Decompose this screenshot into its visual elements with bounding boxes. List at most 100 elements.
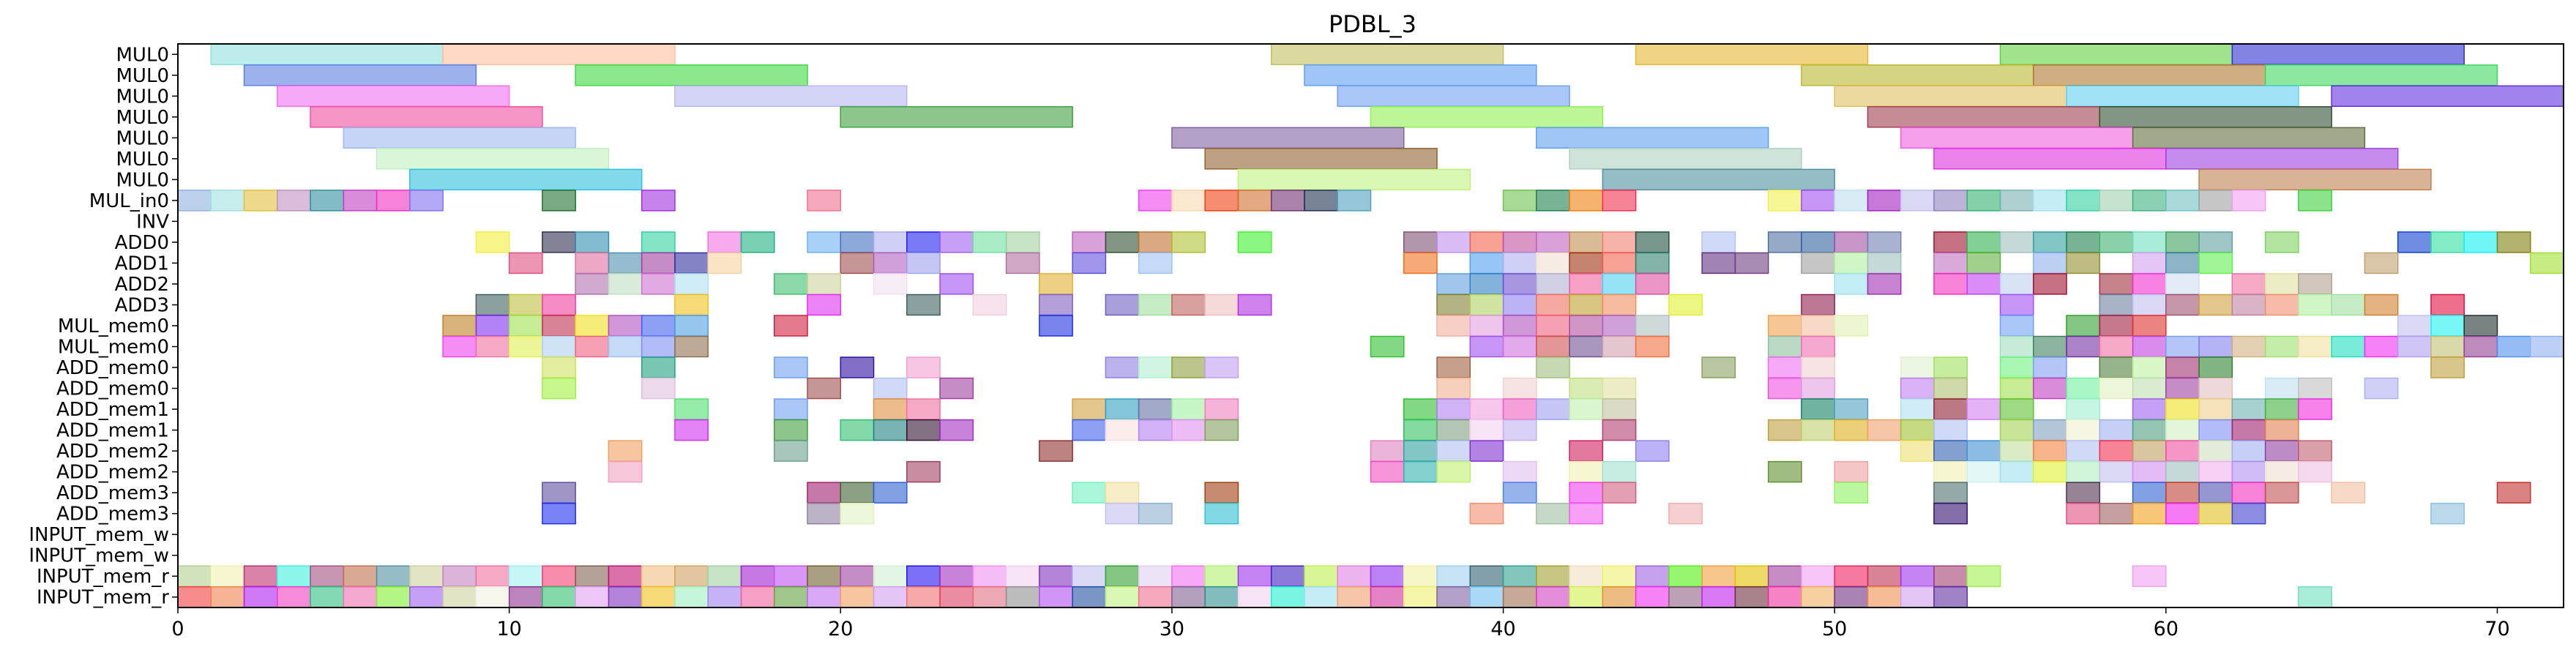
- task-bar-14-29: [2397, 335, 2432, 358]
- task-bar-25-35: [1337, 565, 1372, 587]
- task-bar-26-12: [575, 586, 610, 608]
- task-bar-11-22: [2099, 273, 2134, 295]
- task-bar-10-24: [1933, 252, 1968, 274]
- task-bar-26-5: [343, 586, 378, 608]
- task-bar-13-1: [475, 315, 510, 337]
- task-bar-25-48: [1767, 565, 1802, 587]
- task-bar-14-28: [2364, 335, 2399, 358]
- task-bar-10-27: [2066, 252, 2101, 274]
- task-bar-26-40: [1502, 586, 1537, 608]
- task-bar-5-0: [376, 148, 610, 170]
- task-bar-9-37: [2132, 231, 2167, 253]
- task-bar-20-19: [2231, 460, 2266, 483]
- row-label-16: ADD_mem0: [56, 378, 169, 400]
- task-bar-21-11: [1933, 482, 1968, 504]
- task-bar-13-7: [674, 315, 709, 337]
- task-bar-20-1: [906, 460, 941, 483]
- task-bar-9-19: [1436, 231, 1471, 253]
- task-bar-21-16: [2231, 482, 2266, 504]
- task-bar-17-1: [774, 398, 808, 420]
- task-bar-18-20: [1900, 419, 1935, 441]
- task-bar-11-8: [1039, 273, 1073, 295]
- task-bar-21-12: [2066, 482, 2101, 504]
- task-bar-26-14: [641, 586, 676, 608]
- task-bar-9-5: [740, 231, 775, 253]
- task-bar-7-0: [177, 190, 212, 212]
- task-bar-25-54: [1966, 565, 2001, 587]
- task-bar-26-35: [1337, 586, 1372, 608]
- task-bar-0-4: [1999, 43, 2233, 65]
- task-bar-26-43: [1602, 586, 1637, 608]
- task-bar-7-13: [1204, 190, 1239, 212]
- task-bar-3-2: [1370, 106, 1604, 128]
- task-bar-13-11: [1469, 315, 1504, 337]
- task-bar-18-9: [1171, 419, 1206, 441]
- task-bar-19-10: [1933, 440, 1968, 462]
- task-bar-16-22: [2364, 377, 2399, 400]
- x-tick-label-7: 70: [2484, 618, 2509, 640]
- task-bar-9-14: [1105, 231, 1140, 253]
- task-bar-2-3: [1834, 85, 2067, 108]
- task-bar-16-15: [2066, 377, 2101, 400]
- row-label-6: MUL0: [116, 169, 170, 191]
- row-label-12: ADD3: [115, 294, 169, 316]
- task-bar-25-22: [906, 565, 941, 587]
- task-bar-22-8: [1569, 502, 1604, 525]
- task-bar-15-15: [1933, 356, 1968, 378]
- task-bar-18-5: [939, 419, 974, 441]
- task-bar-16-8: [1602, 377, 1637, 400]
- task-bar-21-0: [542, 482, 576, 504]
- task-bar-14-3: [542, 335, 576, 358]
- task-bar-22-0: [542, 502, 576, 525]
- task-bar-25-41: [1536, 565, 1570, 587]
- task-bar-16-1: [641, 377, 676, 400]
- task-bar-6-1: [1237, 168, 1471, 191]
- task-bar-26-11: [542, 586, 576, 608]
- task-bar-26-46: [1701, 586, 1736, 608]
- task-bar-14-1: [475, 335, 510, 358]
- task-bar-1-4: [2033, 64, 2266, 86]
- task-bar-7-21: [1602, 190, 1637, 212]
- task-bar-10-5: [707, 252, 742, 274]
- task-bar-14-24: [2231, 335, 2266, 358]
- task-bar-16-19: [2198, 377, 2233, 400]
- task-bar-11-27: [2298, 273, 2332, 295]
- task-bar-9-44: [2496, 231, 2531, 253]
- task-bar-9-23: [1569, 231, 1604, 253]
- task-bar-18-22: [1999, 419, 2034, 441]
- task-bar-13-14: [1569, 315, 1604, 337]
- task-bar-14-4: [575, 335, 610, 358]
- task-bar-12-20: [1801, 294, 1835, 316]
- task-bar-16-6: [1502, 377, 1537, 400]
- task-bar-9-0: [475, 231, 510, 253]
- task-bar-9-39: [2198, 231, 2233, 253]
- task-bar-26-18: [774, 586, 808, 608]
- task-bar-9-35: [2066, 231, 2101, 253]
- task-bar-5-3: [1933, 148, 2167, 170]
- task-bar-16-2: [807, 377, 842, 400]
- task-bar-20-8: [1767, 460, 1802, 483]
- task-bar-7-12: [1171, 190, 1206, 212]
- task-bar-7-5: [343, 190, 378, 212]
- task-bar-9-42: [2430, 231, 2465, 253]
- task-bar-12-8: [1105, 294, 1140, 316]
- task-bar-15-17: [2033, 356, 2067, 378]
- task-bar-10-1: [575, 252, 610, 274]
- task-bar-7-15: [1270, 190, 1305, 212]
- task-bar-17-27: [2264, 398, 2299, 420]
- task-bar-14-27: [2331, 335, 2366, 358]
- task-bar-9-43: [2463, 231, 2498, 253]
- task-bar-22-16: [2231, 502, 2266, 525]
- task-bar-22-1: [807, 502, 842, 525]
- task-bar-12-0: [475, 294, 510, 316]
- task-bar-11-11: [1502, 273, 1537, 295]
- task-bar-12-4: [807, 294, 842, 316]
- task-bar-9-36: [2099, 231, 2134, 253]
- task-bar-16-11: [1900, 377, 1935, 400]
- row-label-17: ADD_mem1: [56, 399, 169, 421]
- task-bar-22-2: [840, 502, 875, 525]
- task-bar-18-2: [840, 419, 875, 441]
- task-bar-16-17: [2132, 377, 2167, 400]
- task-bar-18-25: [2099, 419, 2134, 441]
- task-bar-9-34: [2033, 231, 2067, 253]
